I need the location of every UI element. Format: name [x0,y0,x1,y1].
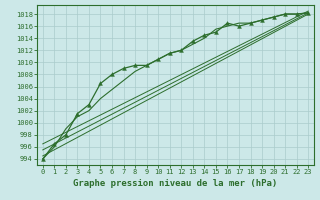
X-axis label: Graphe pression niveau de la mer (hPa): Graphe pression niveau de la mer (hPa) [73,179,278,188]
